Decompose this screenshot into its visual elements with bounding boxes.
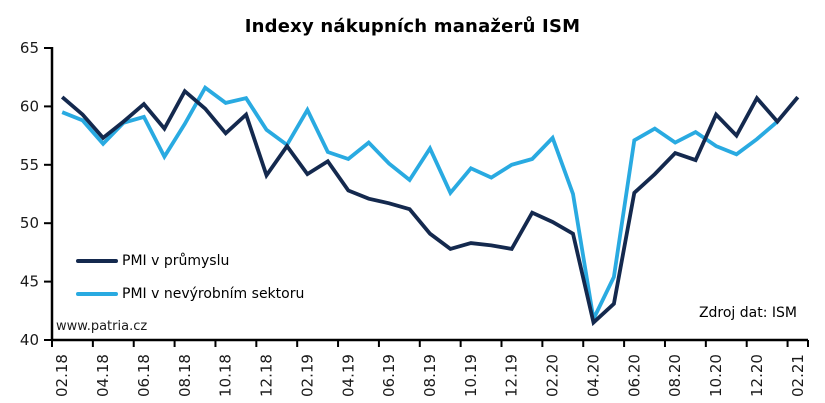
svg-text:02.19: 02.19 xyxy=(298,354,316,397)
svg-text:45: 45 xyxy=(20,273,39,291)
svg-text:08.19: 08.19 xyxy=(421,354,439,397)
svg-text:04.20: 04.20 xyxy=(584,354,602,397)
svg-text:10.18: 10.18 xyxy=(217,354,235,397)
svg-text:06.19: 06.19 xyxy=(380,354,398,397)
svg-text:10.20: 10.20 xyxy=(707,354,725,397)
svg-text:02.20: 02.20 xyxy=(544,354,562,397)
svg-text:50: 50 xyxy=(20,214,39,232)
chart-legend: PMI v průmyslu PMI v nevýrobním sektoru xyxy=(76,244,304,310)
legend-item-manufacturing: PMI v průmyslu xyxy=(76,244,304,277)
svg-text:02.21: 02.21 xyxy=(789,354,807,397)
patria-watermark: www.patria.cz xyxy=(56,319,148,334)
svg-text:55: 55 xyxy=(20,156,39,174)
svg-text:12.20: 12.20 xyxy=(748,354,766,397)
svg-text:65: 65 xyxy=(20,39,39,57)
legend-swatch-manufacturing xyxy=(76,258,118,263)
svg-text:10.19: 10.19 xyxy=(462,354,480,397)
legend-item-services: PMI v nevýrobním sektoru xyxy=(76,277,304,310)
svg-text:04.18: 04.18 xyxy=(94,354,112,397)
svg-text:02.18: 02.18 xyxy=(53,354,71,397)
svg-text:04.19: 04.19 xyxy=(339,354,357,397)
legend-swatch-services xyxy=(76,291,118,296)
legend-label-manufacturing: PMI v průmyslu xyxy=(122,252,230,269)
chart-title: Indexy nákupních manažerů ISM xyxy=(244,16,581,37)
svg-text:08.20: 08.20 xyxy=(666,354,684,397)
svg-text:06.18: 06.18 xyxy=(135,354,153,397)
svg-text:06.20: 06.20 xyxy=(625,354,643,397)
svg-text:12.19: 12.19 xyxy=(503,354,521,397)
svg-text:12.18: 12.18 xyxy=(258,354,276,397)
svg-text:60: 60 xyxy=(20,97,39,115)
legend-label-services: PMI v nevýrobním sektoru xyxy=(122,285,305,302)
svg-text:08.18: 08.18 xyxy=(176,354,194,397)
svg-text:40: 40 xyxy=(20,331,39,349)
data-source-note: Zdroj dat: ISM xyxy=(698,305,797,321)
